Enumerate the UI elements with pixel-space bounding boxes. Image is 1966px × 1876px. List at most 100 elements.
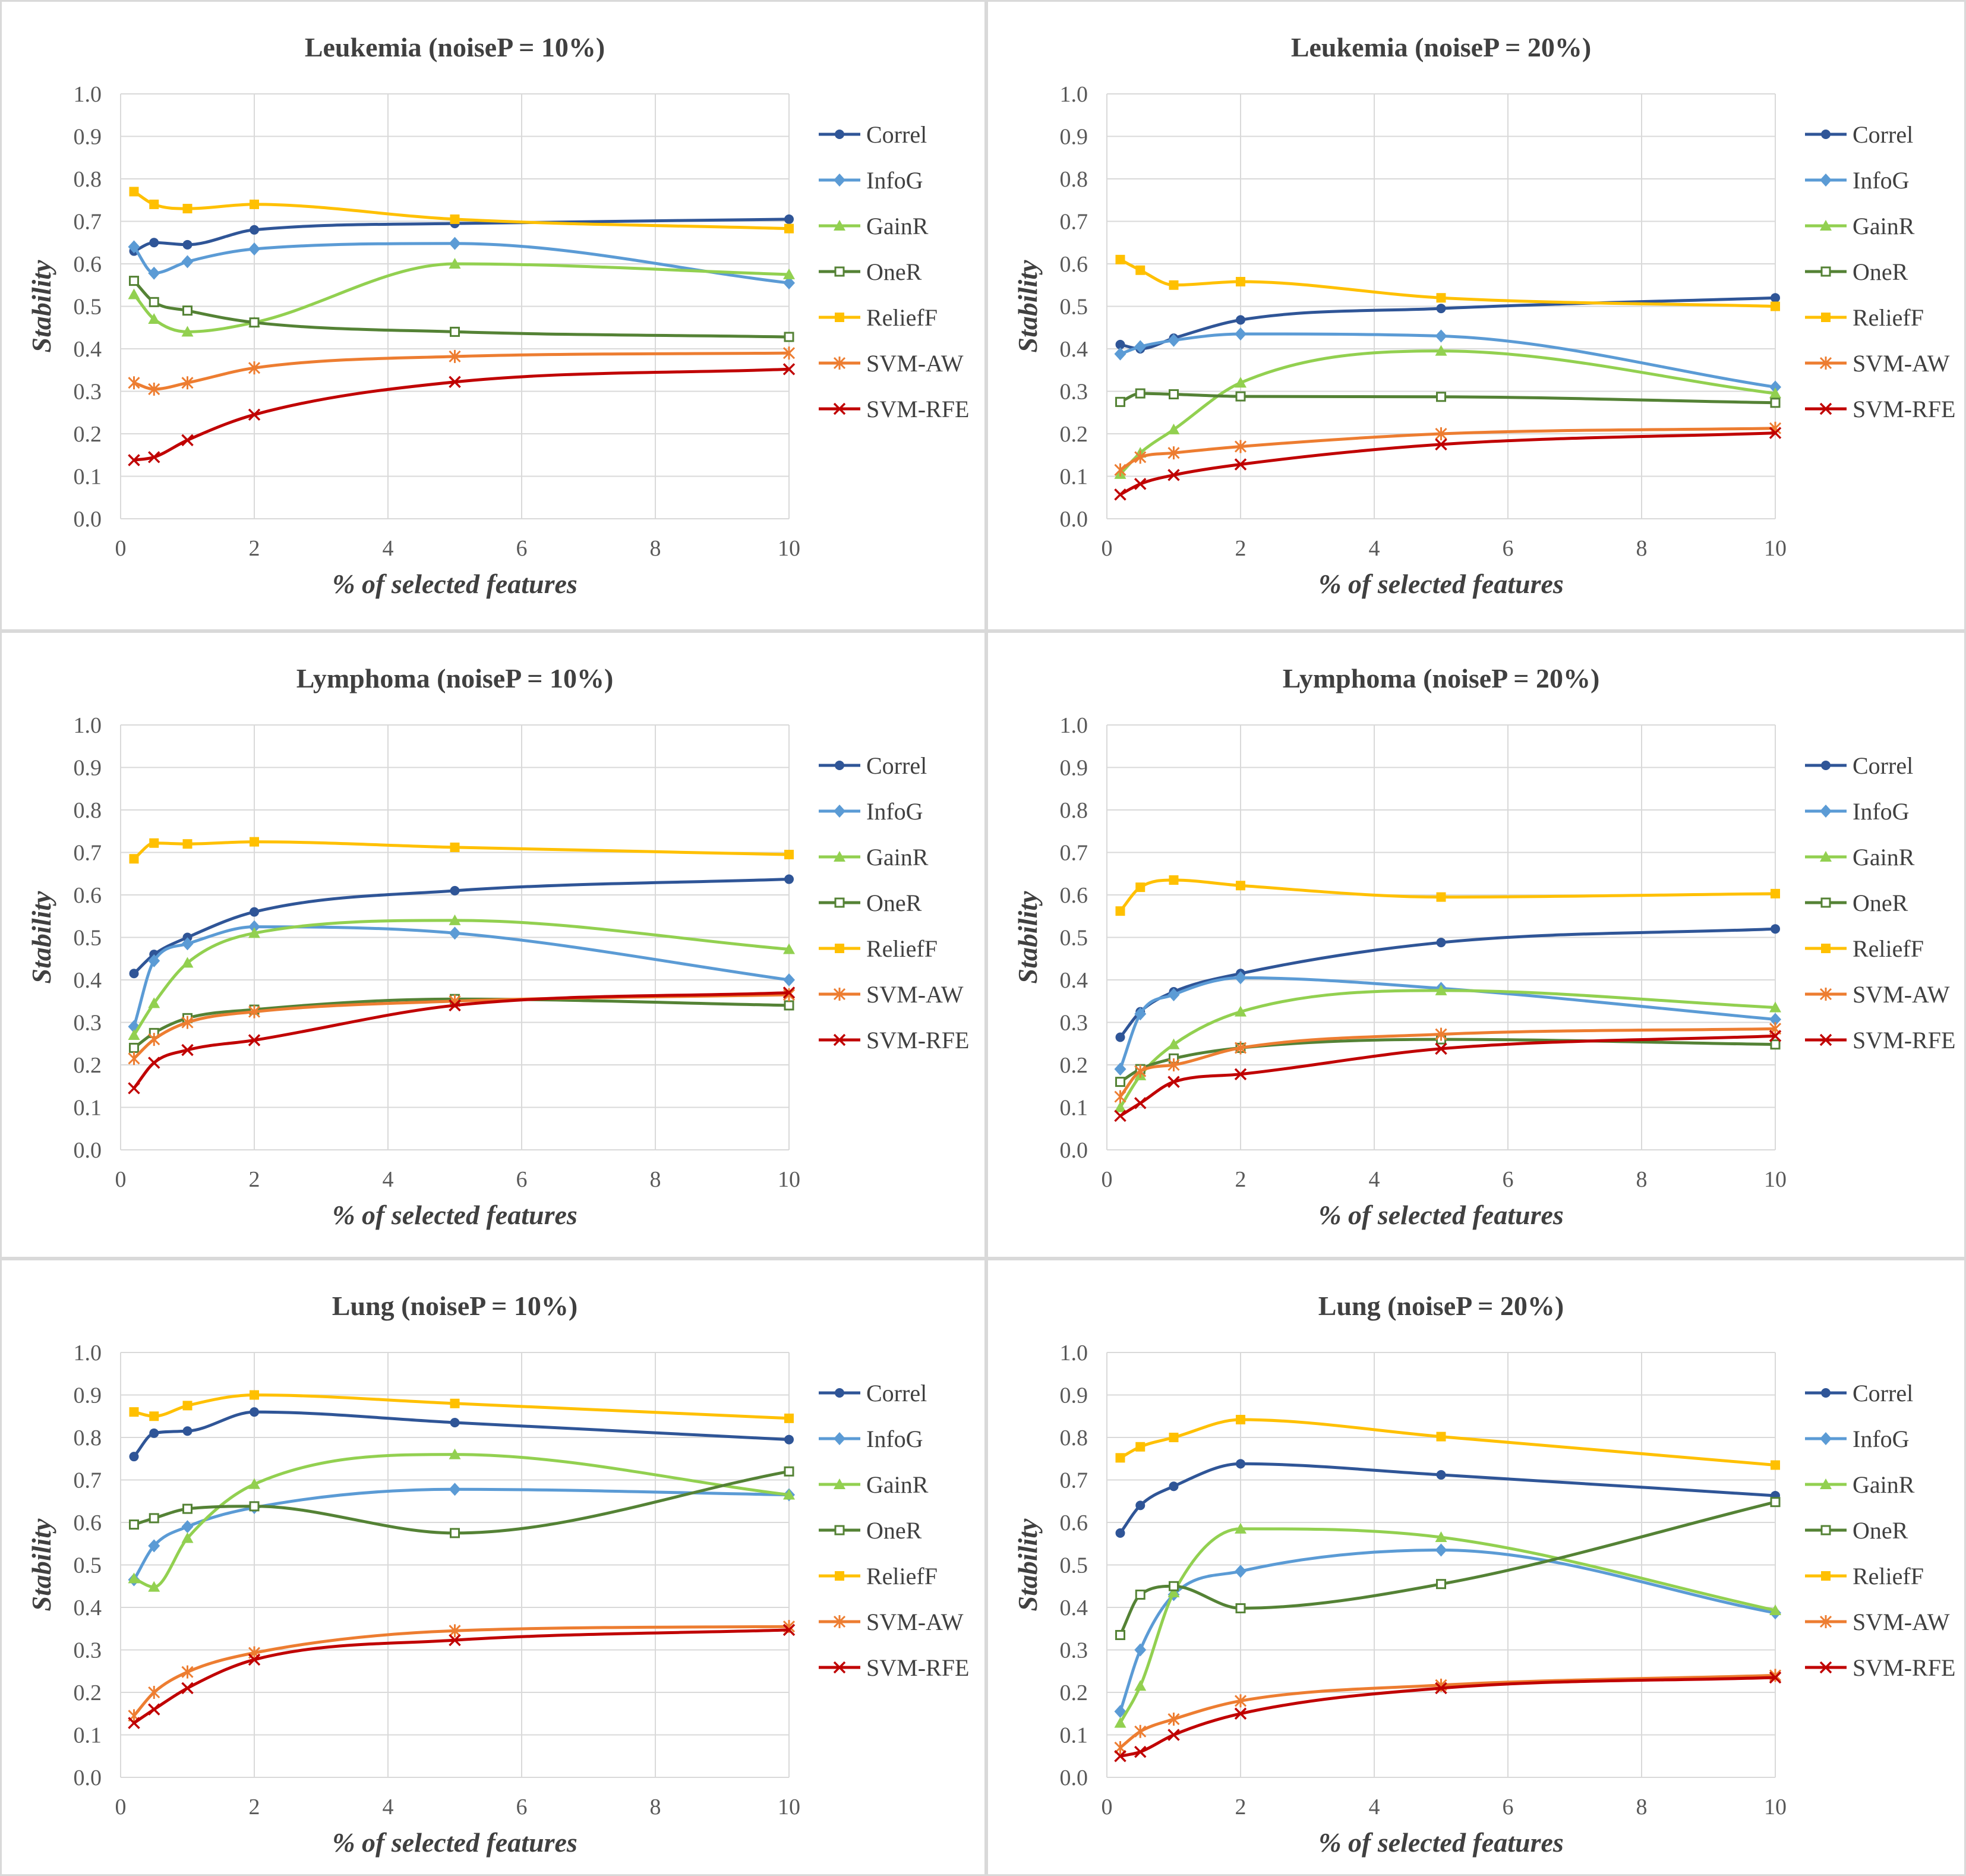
- chart-title: Leukemia (noiseP = 20%): [1291, 32, 1591, 62]
- x-tick-label: 6: [516, 1795, 528, 1820]
- legend-label: InfoG: [1853, 798, 1910, 825]
- legend-label: SVM-AW: [1853, 350, 1950, 377]
- y-tick-label: 0.7: [1060, 841, 1088, 866]
- data-point: [1769, 1671, 1782, 1684]
- chart-svg: Leukemia (noiseP = 20%) 0.0 0.1 0.2 0.3 0.4 0.…: [1012, 32, 1955, 599]
- data-point: [1234, 1041, 1247, 1055]
- y-tick-label: 0.1: [1060, 1096, 1088, 1121]
- series-line: [132, 217, 791, 253]
- data-point: [450, 842, 460, 852]
- x-tick-label: 8: [1636, 1167, 1648, 1192]
- legend-item-relieff: ReliefF: [1805, 304, 1924, 331]
- legend-item-svm-rfe: SVM-RFE: [819, 1027, 969, 1054]
- data-point: [1135, 388, 1145, 399]
- legend-label: ReliefF: [866, 935, 938, 962]
- data-point: [450, 326, 460, 337]
- x-tick-label: 2: [1235, 1795, 1246, 1820]
- series-line: [132, 279, 791, 339]
- legend: Correl InfoG GainR OneR ReliefF SVM-AW SVM-RFE: [1805, 752, 1955, 1054]
- data-point: [1167, 1038, 1180, 1049]
- y-tick-label: 0.9: [1060, 125, 1088, 150]
- legend-label: OneR: [866, 258, 922, 285]
- legend-item-infog: InfoG: [1805, 1426, 1910, 1452]
- data-point: [1114, 463, 1126, 477]
- x-tick-label: 8: [1636, 536, 1648, 561]
- series-correl: [129, 874, 794, 979]
- data-point: [128, 1717, 140, 1729]
- data-point: [148, 1033, 160, 1046]
- data-point: [450, 1417, 460, 1427]
- legend-label: SVM-RFE: [866, 396, 969, 423]
- legend-marker: [835, 130, 844, 139]
- data-point: [784, 850, 794, 860]
- data-point: [1436, 1432, 1446, 1442]
- series-infog: [1114, 971, 1781, 1076]
- legend: Correl InfoG GainR OneR ReliefF SVM-AW SVM-RFE: [819, 121, 969, 423]
- legend-marker: [1819, 988, 1832, 1001]
- gridlines: [1106, 1352, 1776, 1778]
- data-point: [1234, 440, 1247, 453]
- legend-label: OneR: [1853, 1517, 1908, 1544]
- legend-item-svm-rfe: SVM-RFE: [1805, 396, 1955, 423]
- series-line: [132, 1470, 791, 1535]
- data-point: [1114, 347, 1126, 361]
- data-point: [1236, 881, 1245, 891]
- legend-marker: [1820, 897, 1831, 908]
- series-infog: [128, 237, 795, 290]
- data-point: [1115, 1032, 1125, 1042]
- x-tick-label: 6: [1503, 536, 1514, 561]
- legend-label: SVM-RFE: [1853, 1654, 1955, 1681]
- data-point: [1771, 888, 1780, 898]
- series-infog: [1114, 327, 1781, 394]
- y-tick-label: 0.3: [1060, 1011, 1088, 1036]
- x-tick-label: 6: [516, 1167, 528, 1192]
- y-tick-label: 1.0: [74, 713, 102, 738]
- legend-item-relieff: ReliefF: [819, 935, 938, 962]
- y-tick-label: 1.0: [74, 82, 102, 107]
- x-tick-label: 2: [249, 1795, 260, 1820]
- series-gainr: [1114, 1522, 1781, 1728]
- legend-marker: [833, 1661, 846, 1674]
- x-axis-label: % of selected features: [332, 1200, 578, 1230]
- y-tick-label: 0.2: [1060, 1053, 1088, 1078]
- y-tick-label: 0.4: [1060, 337, 1088, 362]
- legend-item-gainr: GainR: [819, 1471, 929, 1498]
- series-correl: [1115, 293, 1780, 354]
- data-point: [1769, 427, 1782, 439]
- data-point: [782, 988, 796, 1002]
- data-point: [249, 1501, 260, 1512]
- data-point: [1134, 1643, 1147, 1657]
- legend-item-correl: Correl: [819, 121, 927, 148]
- y-tick-label: 0.5: [1060, 1553, 1088, 1578]
- data-point: [181, 1665, 194, 1679]
- data-point: [148, 954, 160, 967]
- x-tick-label: 6: [1503, 1167, 1514, 1192]
- data-point: [149, 1428, 159, 1438]
- series-svm-rfe: [128, 1623, 796, 1729]
- series-gainr: [1114, 345, 1781, 479]
- y-tick-label: 0.6: [74, 883, 102, 908]
- data-point: [1235, 1522, 1246, 1534]
- legend-label: InfoG: [1853, 1426, 1910, 1452]
- data-point: [1436, 1579, 1446, 1590]
- x-tick-label: 8: [650, 1167, 661, 1192]
- data-point: [250, 907, 259, 917]
- data-point: [1235, 1565, 1246, 1578]
- data-point: [1770, 398, 1781, 408]
- y-tick-label: 0.6: [74, 1511, 102, 1536]
- data-point: [1435, 1042, 1447, 1055]
- series-line: [1119, 349, 1777, 476]
- data-point: [1167, 446, 1180, 460]
- data-point: [1135, 882, 1145, 893]
- legend-item-correl: Correl: [819, 752, 927, 779]
- data-point: [1114, 1717, 1126, 1728]
- legend-marker: [833, 988, 846, 1001]
- series-line: [132, 351, 791, 391]
- data-point: [128, 376, 140, 390]
- y-tick-label: 0.7: [1060, 210, 1088, 235]
- legend-marker: [835, 944, 844, 953]
- series-line: [1119, 392, 1777, 405]
- y-tick-label: 0.0: [1060, 1765, 1088, 1790]
- x-tick-label: 0: [1102, 1167, 1113, 1192]
- series-line: [132, 919, 791, 1037]
